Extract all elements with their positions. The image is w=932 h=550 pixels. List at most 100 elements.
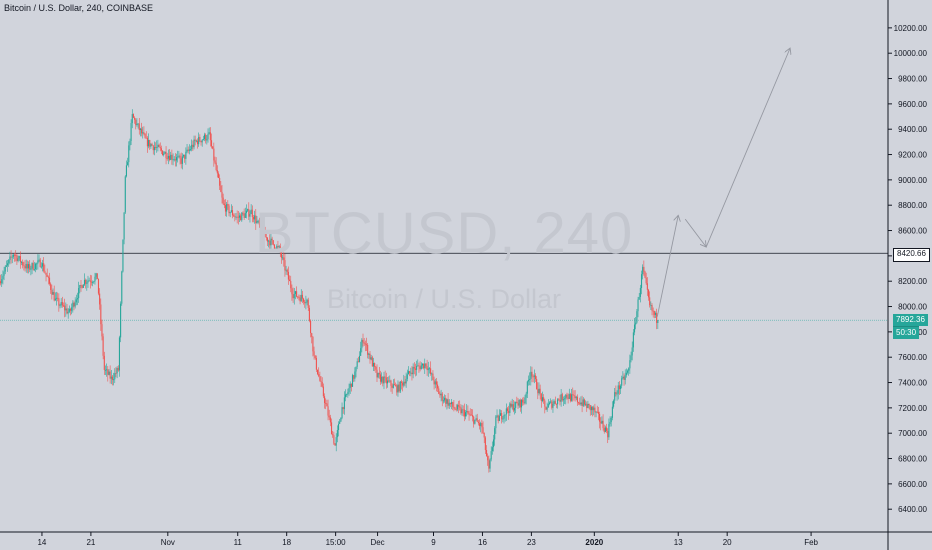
- candle-body: [513, 407, 516, 411]
- candle-body: [277, 246, 279, 247]
- candle-body: [652, 310, 654, 312]
- candle-body: [189, 149, 192, 151]
- time-axis-label: 23: [527, 538, 536, 547]
- candle-body: [8, 259, 10, 264]
- candle-body: [377, 372, 379, 378]
- candle-body: [23, 265, 25, 267]
- candle-body: [240, 215, 242, 221]
- candle-body: [531, 371, 533, 377]
- price-axis-label: 7400.00: [898, 379, 927, 388]
- price-axis-label: 7000.00: [898, 429, 927, 438]
- candle-body: [181, 156, 183, 164]
- candle-body: [355, 366, 357, 372]
- candle-body: [572, 394, 574, 396]
- candle-body: [40, 266, 42, 268]
- candle-body: [7, 263, 9, 266]
- candle-body: [575, 396, 577, 399]
- candle-body: [315, 358, 317, 370]
- candle-body: [625, 372, 627, 376]
- candle-body: [102, 336, 104, 356]
- candle-body: [311, 333, 313, 337]
- candle-body: [515, 401, 517, 408]
- candle-body: [455, 409, 457, 411]
- candle-body: [125, 165, 127, 177]
- candle-body: [228, 205, 230, 214]
- candle-body: [76, 298, 79, 300]
- candle-body: [322, 386, 324, 397]
- candle-body: [266, 237, 268, 242]
- candle-body: [170, 154, 172, 160]
- candle-body: [45, 272, 47, 275]
- candle-body: [608, 424, 610, 438]
- candle-body: [375, 366, 377, 370]
- symbol-title: Bitcoin / U.S. Dollar, 240, COINBASE: [4, 3, 154, 13]
- candle-body: [306, 299, 308, 303]
- candle-body: [301, 294, 303, 299]
- candle-body: [611, 406, 613, 418]
- candle-body: [650, 305, 652, 306]
- candle-body: [376, 369, 378, 378]
- candle-body: [615, 392, 617, 394]
- candle-body: [389, 380, 391, 382]
- candle-body: [92, 282, 94, 283]
- candle-body: [466, 410, 468, 413]
- candle-body: [101, 324, 103, 337]
- candle-body: [568, 394, 570, 399]
- candle-body: [488, 460, 490, 469]
- candle-body: [601, 420, 603, 424]
- candle-body: [51, 289, 53, 295]
- candle-body: [597, 411, 599, 414]
- candle-body: [501, 413, 503, 420]
- candle-body: [21, 262, 23, 263]
- candle-body: [337, 423, 340, 431]
- candle-body: [596, 411, 598, 413]
- candle-body: [506, 408, 509, 411]
- candle-body: [235, 216, 237, 218]
- candle-body: [424, 363, 426, 369]
- candle-body: [419, 366, 421, 370]
- candle-body: [537, 389, 539, 394]
- candle-body: [262, 229, 264, 236]
- candle-body: [202, 139, 204, 140]
- candle-body: [307, 299, 309, 308]
- candle-body: [219, 177, 221, 186]
- price-axis-label: 6800.00: [898, 455, 927, 464]
- candle-body: [458, 405, 460, 407]
- candle-body: [249, 214, 251, 217]
- candle-body: [532, 376, 534, 378]
- candle-body: [350, 383, 352, 387]
- candle-body: [432, 373, 434, 381]
- candle-body: [164, 151, 166, 154]
- candle-body: [191, 144, 193, 150]
- candle-body: [179, 155, 181, 159]
- candle-body: [269, 240, 271, 246]
- candle-body: [118, 337, 120, 371]
- candle-body: [15, 255, 17, 257]
- candle-body: [592, 407, 594, 411]
- candle-body: [30, 268, 32, 270]
- candle-body: [613, 400, 615, 407]
- candle-body: [518, 399, 520, 406]
- candle-body: [539, 388, 541, 394]
- candle-body: [109, 371, 111, 379]
- candle-body: [483, 433, 485, 438]
- candle-body: [313, 351, 315, 356]
- candle-body: [130, 123, 132, 141]
- candle-body: [5, 265, 7, 267]
- candle-body: [477, 421, 479, 424]
- candle-body: [529, 378, 531, 380]
- candle-body: [139, 128, 141, 131]
- candle-body: [448, 402, 450, 406]
- candle-body: [622, 376, 624, 379]
- candle-body: [435, 381, 437, 385]
- candle-body: [34, 263, 37, 270]
- candle-body: [268, 240, 270, 242]
- candle-body: [73, 302, 75, 307]
- price-axis-label: 9200.00: [898, 151, 927, 160]
- candle-body: [71, 307, 73, 311]
- candle-body: [4, 266, 6, 272]
- candle-body: [452, 402, 454, 407]
- candle-body: [629, 360, 631, 369]
